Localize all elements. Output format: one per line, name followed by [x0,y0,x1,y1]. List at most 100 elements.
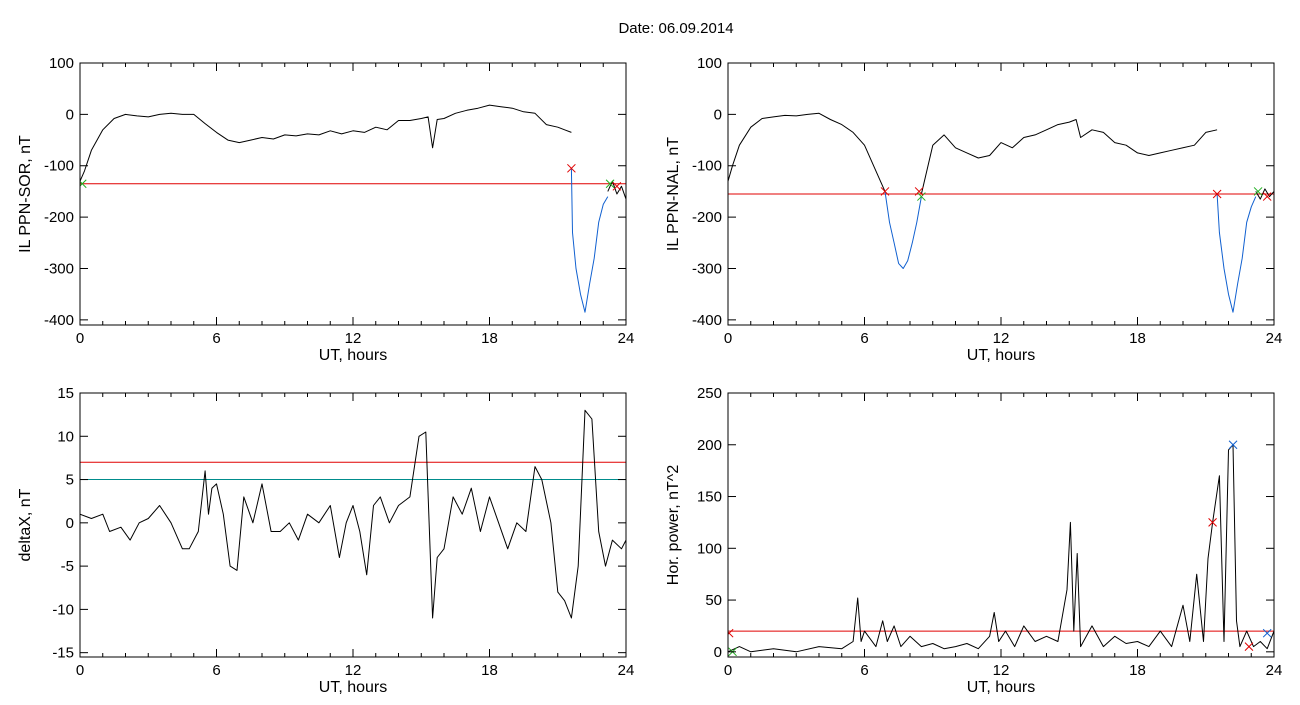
y-tick-label: -10 [52,601,74,618]
data-marker [1253,187,1263,196]
data-marker [917,192,926,201]
y-tick-label: -200 [692,209,722,226]
series-line [728,112,886,192]
y-tick-label: 200 [697,437,722,454]
y-axis-label: Hor. power, nT^2 [665,465,682,586]
y-tick-label: 0 [714,644,722,661]
series-line [80,409,626,619]
y-tick-label: 10 [57,428,74,445]
data-marker [1262,192,1272,201]
y-tick-label: -100 [692,158,722,175]
chart-panel-p4: 0 6 12 18 24 250 200 150 100 50 0 UT, hours Hor. pow… [665,385,1282,696]
marker-stroke [728,628,734,636]
series-group [80,409,626,619]
x-tick-label: 6 [860,662,868,679]
marker-stroke [1212,189,1222,199]
data-marker [1212,189,1222,199]
x-tick-label: 0 [76,662,84,679]
data-marker [567,163,576,173]
data-marker [605,179,615,189]
x-tick-label: 6 [212,662,220,679]
y-tick-label: 100 [697,540,722,557]
x-tick-label: 24 [1266,330,1283,347]
marker-stroke [1228,440,1238,450]
marker-stroke [80,179,87,187]
plot-frame [79,62,627,326]
marker-stroke [1208,518,1217,527]
y-tick-label: 150 [697,489,722,506]
y-tick-label: -15 [52,645,74,662]
x-tick-label: 24 [618,330,635,347]
x-tick-label: 18 [1129,330,1146,347]
series-group [80,104,626,313]
data-marker [914,187,924,196]
x-tick-label: 24 [1266,662,1283,679]
plot-frame [79,392,627,658]
chart-panel-p2: 0 6 12 18 24 100 0 -100 -200 -300 -400 UT, hours IL … [665,55,1282,364]
marker-stroke [1253,187,1263,196]
x-axis-label: UT, hours [319,347,387,364]
y-tick-label: 50 [705,592,722,609]
data-marker [1228,440,1238,450]
x-tick-label: 12 [993,330,1010,347]
x-tick-label: 0 [76,330,84,347]
series-group [728,112,1274,313]
y-tick-label: 5 [66,472,74,489]
y-tick-label: -5 [61,558,74,575]
data-marker [1208,518,1217,527]
y-tick-label: -400 [44,312,74,329]
marker-stroke [1262,628,1272,638]
x-tick-label: 24 [618,662,635,679]
data-marker [1262,628,1272,638]
series-line [728,444,1274,653]
marker-stroke [1244,642,1254,652]
x-tick-label: 0 [724,662,732,679]
x-tick-label: 0 [724,330,732,347]
marker-stroke [567,163,576,173]
y-tick-label: 0 [66,106,74,123]
series-line [1216,193,1257,313]
marker-stroke [917,192,926,201]
series-line [920,119,1218,195]
series-line [570,168,609,313]
x-axis-label: UT, hours [319,679,387,696]
x-tick-label: 6 [860,330,868,347]
x-tick-label: 12 [345,330,362,347]
x-axis-label: UT, hours [967,347,1035,364]
marker-stroke [605,179,615,189]
y-axis-label: deltaX, nT [17,488,34,561]
y-tick-label: -400 [692,312,722,329]
y-tick-label: 100 [49,55,74,72]
y-tick-label: 0 [66,515,74,532]
x-tick-label: 18 [1129,662,1146,679]
marker-stroke [1262,192,1272,201]
y-tick-label: -200 [44,209,74,226]
data-marker [80,179,87,189]
chart-panel-p1: 0 6 12 18 24 100 0 -100 -200 -300 -400 UT, hours IL … [17,55,634,364]
data-marker [728,628,734,638]
marker-stroke [914,187,924,196]
x-tick-label: 12 [993,662,1010,679]
y-tick-label: 15 [57,385,74,402]
series-line [1255,188,1274,200]
series-line [80,104,572,182]
x-axis-label: UT, hours [967,679,1035,696]
x-tick-label: 18 [481,330,498,347]
y-axis-label: IL PPN-NAL, nT [665,137,682,251]
x-tick-label: 12 [345,662,362,679]
series-line [884,191,922,269]
y-tick-label: 250 [697,385,722,402]
chart-panel-p3: 0 6 12 18 24 15 10 5 0 -5 -10 -15 UT, hours deltaX, n… [17,385,634,696]
y-tick-label: -300 [44,260,74,277]
x-tick-label: 18 [481,662,498,679]
y-tick-label: 100 [697,55,722,72]
x-tick-label: 6 [212,330,220,347]
y-tick-label: -300 [692,260,722,277]
series-group [728,440,1274,657]
y-axis-label: IL PPN-SOR, nT [17,135,34,253]
data-marker [612,181,622,191]
data-marker [1244,642,1254,652]
